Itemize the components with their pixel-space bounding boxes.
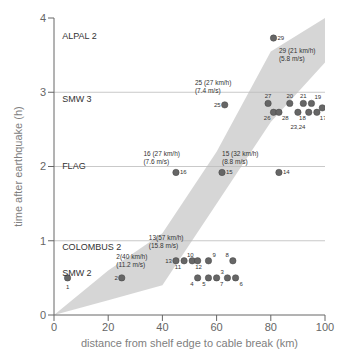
svg-text:1: 1	[66, 284, 70, 290]
svg-text:2(40 km/h)(11.2 m/s): 2(40 km/h)(11.2 m/s)	[116, 253, 147, 269]
svg-text:SMW 3: SMW 3	[62, 94, 92, 104]
svg-text:19: 19	[314, 94, 321, 100]
svg-text:3: 3	[221, 269, 225, 275]
svg-text:40: 40	[156, 321, 168, 333]
svg-text:16 (27 km/h)(7.6 m/s): 16 (27 km/h)(7.6 m/s)	[143, 150, 180, 166]
svg-text:16: 16	[180, 169, 187, 175]
svg-text:2: 2	[114, 275, 118, 281]
svg-text:17: 17	[320, 115, 325, 121]
svg-text:time after earthquake (h): time after earthquake (h)	[12, 106, 24, 226]
svg-text:3: 3	[40, 86, 46, 98]
svg-text:23,24: 23,24	[290, 124, 306, 130]
svg-text:4: 4	[190, 281, 194, 287]
svg-text:14: 14	[283, 169, 290, 175]
svg-text:distance from shelf edge to ca: distance from shelf edge to cable break …	[81, 337, 298, 349]
svg-text:2: 2	[40, 160, 46, 172]
svg-text:29 (21 km/h)(5.8 m/s): 29 (21 km/h)(5.8 m/s)	[279, 47, 316, 63]
svg-text:20: 20	[102, 321, 114, 333]
svg-text:8: 8	[226, 252, 230, 258]
svg-text:15: 15	[226, 169, 233, 175]
svg-text:29: 29	[278, 35, 285, 41]
svg-text:0: 0	[51, 321, 57, 333]
svg-text:21: 21	[300, 93, 307, 99]
svg-text:28: 28	[282, 115, 289, 121]
svg-text:15 (32 km/h)(8.8 m/s): 15 (32 km/h)(8.8 m/s)	[222, 150, 259, 166]
svg-text:0: 0	[40, 309, 46, 321]
svg-text:25: 25	[214, 102, 221, 108]
svg-text:7: 7	[220, 281, 224, 287]
svg-text:60: 60	[210, 321, 222, 333]
svg-text:27: 27	[265, 93, 272, 99]
svg-text:100: 100	[316, 321, 334, 333]
svg-text:11: 11	[175, 264, 182, 270]
svg-text:FLAG: FLAG	[62, 161, 86, 171]
svg-text:6: 6	[240, 281, 244, 287]
svg-text:26: 26	[264, 115, 271, 121]
svg-text:25 (27 km/h)(7.4 m/s): 25 (27 km/h)(7.4 m/s)	[195, 79, 232, 95]
svg-text:12: 12	[195, 264, 202, 270]
svg-text:9: 9	[212, 252, 216, 258]
svg-text:10: 10	[187, 252, 194, 258]
svg-text:20: 20	[286, 93, 293, 99]
svg-text:80: 80	[265, 321, 277, 333]
svg-text:4: 4	[40, 12, 46, 24]
svg-text:5: 5	[202, 281, 206, 287]
svg-text:SMW 2: SMW 2	[62, 268, 92, 278]
svg-text:13(57 km/h)(15.8 m/s): 13(57 km/h)(15.8 m/s)	[149, 234, 184, 250]
svg-text:ALPAL 2: ALPAL 2	[62, 31, 97, 41]
svg-text:1: 1	[40, 235, 46, 247]
svg-text:18: 18	[299, 115, 306, 121]
svg-text:COLOMBUS 2: COLOMBUS 2	[62, 242, 121, 252]
svg-text:13: 13	[165, 258, 172, 264]
